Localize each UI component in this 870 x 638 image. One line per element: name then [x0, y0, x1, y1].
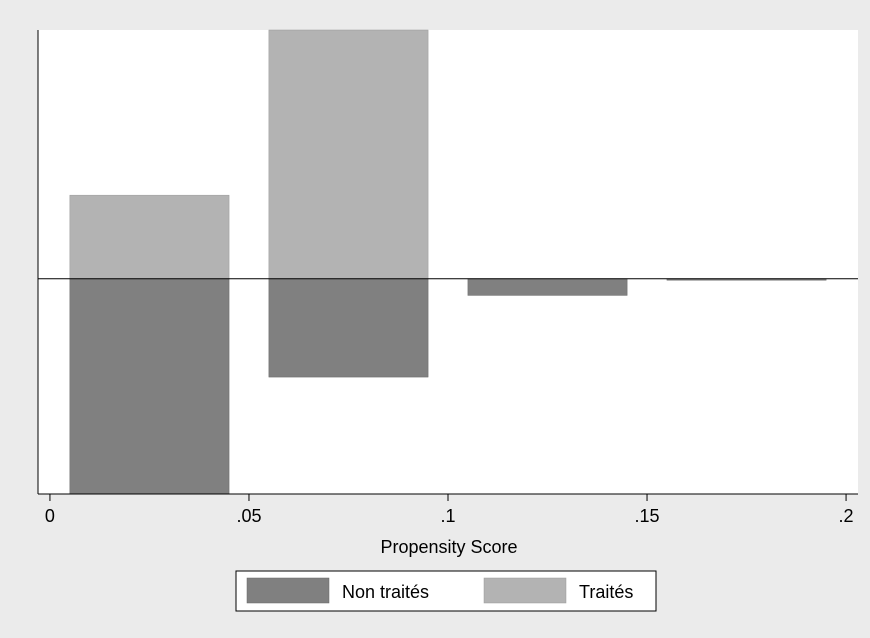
bar-traites-2 [268, 29, 429, 279]
legend-label-traites: Traités [579, 582, 633, 602]
x-axis-title: Propensity Score [380, 537, 517, 557]
legend-swatch-non-traites [246, 577, 330, 604]
legend-swatch-traites [483, 577, 567, 604]
bar-non-traites-3 [467, 278, 628, 296]
x-tick-label-1: 0 [45, 506, 55, 526]
bars-group [69, 29, 827, 495]
legend-label-non-traites: Non traités [342, 582, 429, 602]
bar-traites-1 [69, 194, 230, 279]
x-tick-label-3: .1 [440, 506, 455, 526]
bar-non-traites-1 [69, 278, 230, 495]
x-tick-label-4: .15 [635, 506, 660, 526]
x-ticks-group: 0 .05 .1 .15 .2 [45, 494, 854, 526]
x-tick-label-2: .05 [236, 506, 261, 526]
bar-non-traites-2 [268, 278, 429, 378]
legend: Non traités Traités [235, 570, 657, 612]
x-tick-label-5: .2 [839, 506, 854, 526]
